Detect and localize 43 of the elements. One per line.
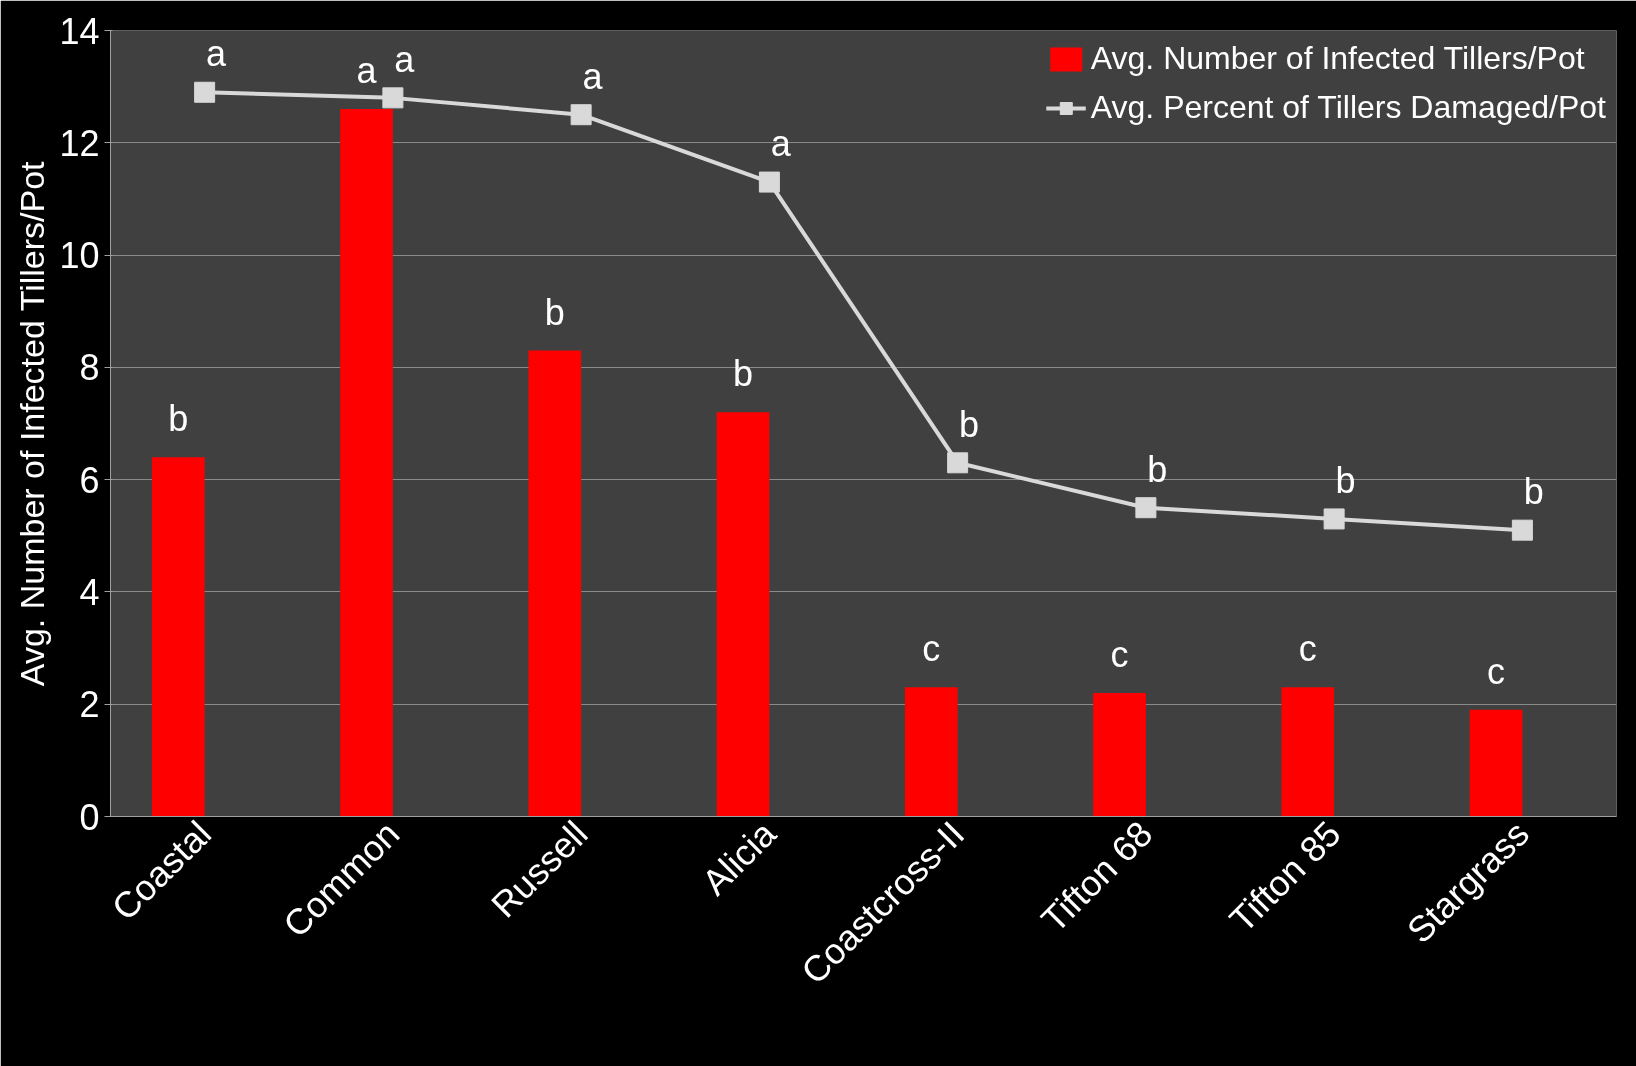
y-tick-label: 10 [59,235,100,277]
bar [340,109,393,817]
annotation: b [168,398,189,440]
point [947,452,969,474]
bar [151,457,205,817]
annotation: b [1523,471,1544,513]
point [382,87,404,109]
annotation: b [544,291,565,333]
y-tick-label: 4 [79,571,100,613]
point [1323,508,1345,530]
y-tick-label: 0 [79,796,100,838]
legend-label: Avg. Percent of Tillers Damaged/Pot [1090,89,1606,126]
bar [1093,692,1146,817]
annotation: c [922,628,941,670]
y-tick-label: 2 [79,684,100,726]
annotation: a [356,50,378,92]
y-axis-title: Avg. Number of Infected Tillers/Pot [13,160,52,687]
legend-label: Avg. Number of Infected Tillers/Pot [1090,40,1585,77]
bar [904,687,958,817]
annotation: a [582,55,604,97]
point [194,81,216,103]
y-tick-label: 14 [59,10,100,52]
point [570,104,592,126]
bar [1469,709,1523,817]
annotation: b [1335,459,1356,501]
bar [528,350,582,817]
y-tick-label: 12 [59,122,100,164]
annotation: b [958,403,979,445]
annotation: b [733,353,754,395]
y-tick-label: 6 [79,459,100,501]
point [1135,497,1157,519]
annotation: a [394,38,416,80]
annotation: c [1110,633,1129,675]
annotation: a [205,33,227,75]
point [758,171,780,193]
y-tick-label: 8 [79,347,100,389]
annotation: c [1487,650,1506,692]
annotation: a [770,123,792,165]
annotation: b [1147,448,1168,490]
annotation: c [1298,628,1317,670]
point [1511,519,1533,541]
bar [1281,687,1335,817]
bar [716,412,770,817]
